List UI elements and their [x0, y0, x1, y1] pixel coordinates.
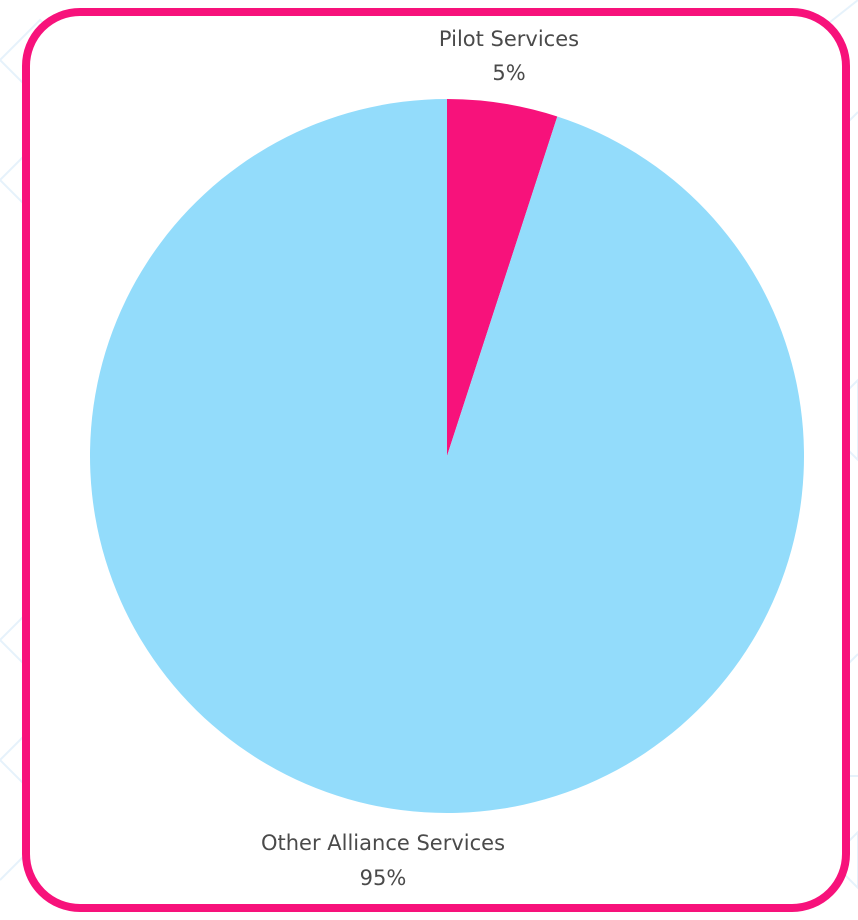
slice-label-pilot-services: Pilot Services: [439, 27, 579, 51]
slice-value-other-alliance-services: 95%: [360, 866, 407, 890]
slice-label-other-alliance-services: Other Alliance Services: [261, 831, 505, 855]
pie-slice-other-alliance-services: [89, 99, 805, 813]
pie-slices: [89, 99, 805, 813]
pie-labels: Pilot Services 5% Other Alliance Service…: [261, 27, 579, 890]
pie-slice-pilot-services: [447, 99, 558, 456]
slice-value-pilot-services: 5%: [492, 61, 525, 85]
